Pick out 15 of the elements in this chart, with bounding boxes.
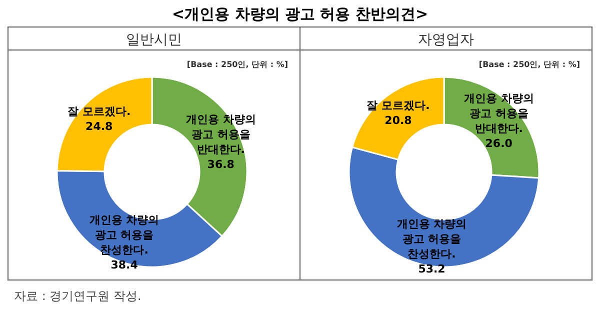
data-label: 38.4 (110, 258, 138, 272)
data-label: 36.8 (207, 158, 234, 172)
text: 자료 : 경기연구원 작성. (14, 289, 142, 303)
slice-label: 잘 모르겠다. (68, 104, 131, 118)
slice-label: 개인용 차량의 광고 허용을 찬성한다. (396, 218, 467, 261)
data-label: 24.8 (86, 120, 113, 133)
chart-subtitle: 자영업자 (418, 32, 474, 48)
chart-subtitle: 일반시민 (126, 32, 182, 48)
text: [Base : 250인, 단위 : %] (186, 60, 288, 69)
text: <개인용 차량의 광고 허용 찬반의견> (172, 5, 428, 23)
data-label: 53.2 (418, 262, 446, 276)
data-label: 26.0 (485, 136, 513, 150)
data-label: 20.8 (384, 114, 412, 127)
slice-label: 잘 모르겠다. (366, 98, 430, 112)
text: [Base : 250인, 단위 : %] (478, 60, 580, 69)
